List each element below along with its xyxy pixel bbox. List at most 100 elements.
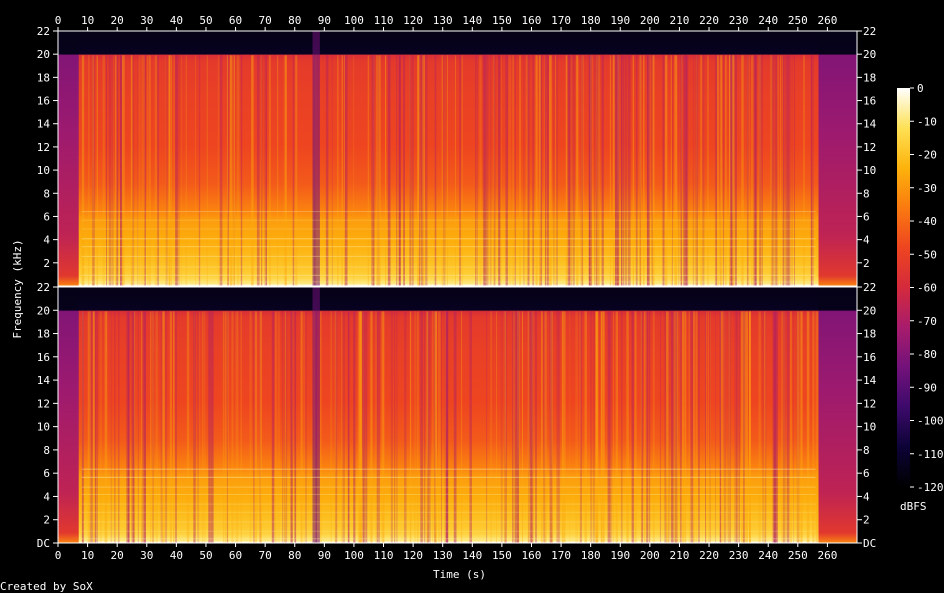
colorbar-gradient (897, 88, 910, 487)
x-axis-title: Time (s) (433, 568, 486, 581)
x-tick-label: 240 (758, 549, 778, 562)
y-tick-label: 2 (43, 514, 50, 527)
x-tick-label: 210 (670, 549, 690, 562)
x-tick-label: 20 (111, 549, 124, 562)
colorbar-tick-label: -100 (917, 415, 944, 428)
y-tick-label: 6 (863, 210, 870, 223)
x-tick-label: 30 (140, 549, 153, 562)
x-tick-label: 100 (344, 14, 364, 27)
x-tick-label: 120 (403, 14, 423, 27)
x-tick-label: 230 (729, 14, 749, 27)
y-tick-label: 20 (863, 48, 876, 61)
colorbar-tick-label: -110 (917, 448, 944, 461)
y-tick-label: 10 (37, 421, 50, 434)
x-tick-label: 150 (492, 549, 512, 562)
colorbar-tick-label: -30 (917, 182, 937, 195)
colorbar-tick-label: -70 (917, 315, 937, 328)
y-tick-label: 14 (863, 118, 877, 131)
y-tick-label: 14 (37, 374, 51, 387)
x-tick-label: 0 (55, 14, 62, 27)
x-tick-label: 260 (817, 549, 837, 562)
x-tick-label: 150 (492, 14, 512, 27)
y-tick-label: 18 (37, 328, 50, 341)
outro-quiet-region (818, 31, 857, 286)
y-tick-label: 10 (863, 164, 876, 177)
x-tick-label: 140 (462, 549, 482, 562)
intro-quiet-region (58, 287, 79, 543)
y-tick-label: 6 (863, 467, 870, 480)
y-tick-label: 12 (37, 397, 50, 410)
y-tick-label: 20 (37, 48, 50, 61)
y-tick-label: 18 (863, 328, 876, 341)
x-tick-label: 50 (199, 549, 212, 562)
y-tick-label: 8 (43, 444, 50, 457)
y-tick-label: 12 (863, 141, 876, 154)
panel-2-frame (57, 286, 858, 544)
colorbar-tick-label: -40 (917, 215, 937, 228)
dropout-streak (312, 287, 320, 543)
x-tick-label: 10 (81, 549, 94, 562)
x-tick-label: 200 (640, 549, 660, 562)
colorbar-tick-label: -90 (917, 381, 937, 394)
y-tick-label: 22 (863, 25, 876, 38)
colorbar-tick-label: -80 (917, 348, 937, 361)
x-tick-label: 170 (551, 14, 571, 27)
colorbar-tick-label: -10 (917, 115, 937, 128)
y-tick-label: 4 (863, 490, 870, 503)
channel-1-spectrogram (58, 31, 857, 286)
panel-1-frame (57, 30, 858, 287)
x-tick-label: 130 (433, 14, 453, 27)
y-tick-label: 4 (863, 234, 870, 247)
y-axis-title: Frequency (kHz) (11, 239, 24, 338)
footer-credit: Created by SoX (0, 580, 93, 593)
x-tick-label: 80 (288, 14, 301, 27)
y-tick-label: 22 (37, 25, 50, 38)
x-tick-label: 70 (259, 14, 272, 27)
y-tick-label: 2 (863, 514, 870, 527)
y-tick-label: 16 (863, 95, 876, 108)
x-tick-label: 260 (817, 14, 837, 27)
y-tick-label: 14 (37, 118, 51, 131)
x-tick-label: 100 (344, 549, 364, 562)
x-tick-label: 220 (699, 549, 719, 562)
x-tick-label: 190 (610, 14, 630, 27)
x-tick-label: 160 (522, 14, 542, 27)
x-tick-label: 230 (729, 549, 749, 562)
y-tick-label: 12 (863, 397, 876, 410)
y-tick-label: DC (37, 537, 50, 550)
spectrogram-panels (58, 31, 857, 543)
x-tick-label: 210 (670, 14, 690, 27)
x-tick-label: 120 (403, 549, 423, 562)
outro-quiet-region (818, 287, 857, 543)
x-tick-label: 60 (229, 549, 242, 562)
intro-quiet-region (58, 31, 79, 286)
x-tick-label: 190 (610, 549, 630, 562)
y-tick-label: 20 (37, 304, 50, 317)
x-tick-label: 250 (788, 549, 808, 562)
x-tick-label: 60 (229, 14, 242, 27)
x-tick-label: 40 (170, 14, 183, 27)
y-tick-label: 16 (863, 351, 876, 364)
colorbar-tick-label: -120 (917, 481, 944, 494)
dropout-streak (312, 31, 320, 286)
y-tick-label: 2 (863, 257, 870, 270)
x-tick-label: 50 (199, 14, 212, 27)
x-tick-label: 240 (758, 14, 778, 27)
colorbar-tick-label: -20 (917, 149, 937, 162)
colorbar-tick-label: -50 (917, 248, 937, 261)
spectrogram-body (58, 31, 857, 286)
x-tick-label: 130 (433, 549, 453, 562)
y-tick-label: 18 (37, 71, 50, 84)
x-tick-label: 140 (462, 14, 482, 27)
y-tick-label: 2 (43, 257, 50, 270)
colorbar-label: dBFS (900, 500, 927, 513)
x-tick-label: 170 (551, 549, 571, 562)
colorbar-tick-label: -60 (917, 282, 937, 295)
y-tick-label: 22 (863, 281, 876, 294)
x-tick-label: 80 (288, 549, 301, 562)
channel-2-spectrogram (58, 287, 857, 543)
y-tick-label: 10 (863, 421, 876, 434)
x-tick-label: 110 (374, 14, 394, 27)
y-tick-label: 8 (863, 444, 870, 457)
x-tick-label: 70 (259, 549, 272, 562)
